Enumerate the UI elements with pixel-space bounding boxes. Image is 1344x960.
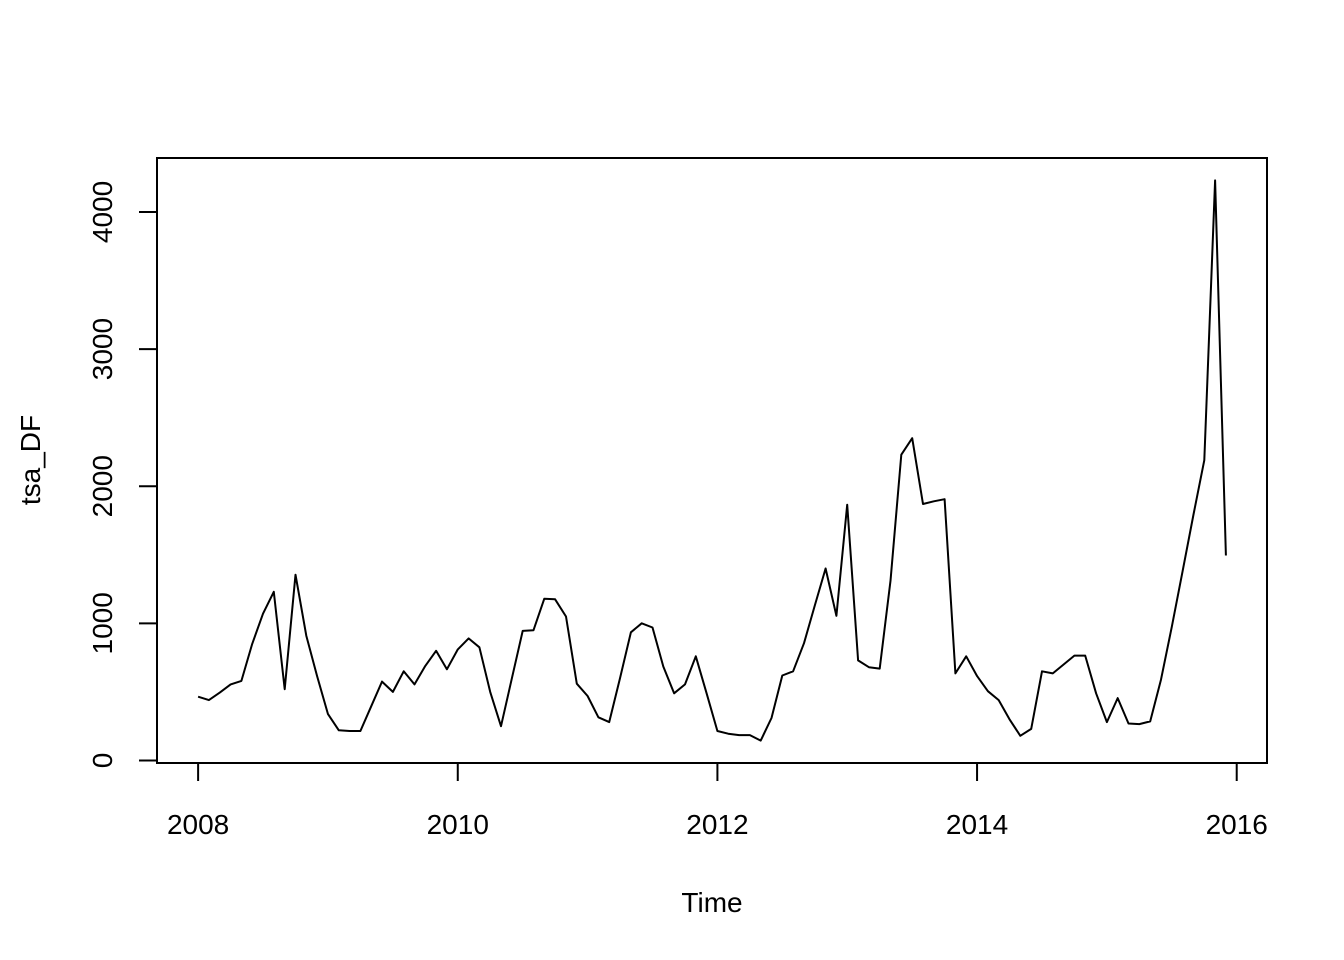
y-tick-label: 4000 <box>87 181 118 243</box>
plot-frame <box>156 157 1268 764</box>
y-tick-label: 1000 <box>87 592 118 654</box>
x-tick-label: 2016 <box>1206 809 1268 840</box>
x-tick-label: 2010 <box>427 809 489 840</box>
x-tick-label: 2012 <box>686 809 748 840</box>
y-tick-label: 2000 <box>87 455 118 517</box>
y-axis-ticks: 0 1000 2000 3000 4000 <box>87 181 157 768</box>
y-tick-label: 3000 <box>87 318 118 380</box>
y-tick-label: 0 <box>87 753 118 769</box>
y-axis-title: tsa_DF <box>15 415 46 505</box>
x-axis-ticks: 2008 2010 2012 2014 2016 <box>167 763 1268 840</box>
data-line <box>197 179 1227 742</box>
x-tick-label: 2008 <box>167 809 229 840</box>
x-tick-label: 2014 <box>946 809 1008 840</box>
x-axis-title: Time <box>681 887 742 918</box>
